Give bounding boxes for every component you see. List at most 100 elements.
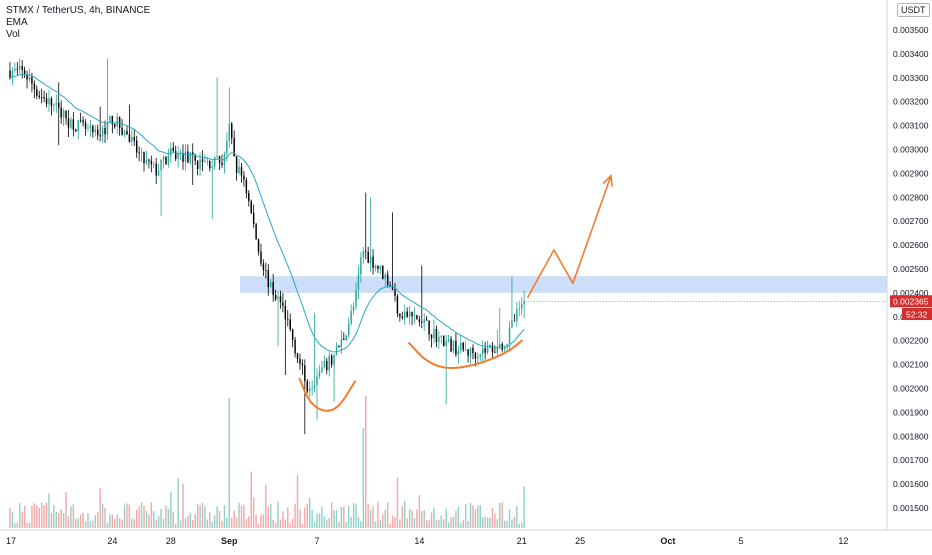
volume-bar: [206, 519, 209, 528]
volume-bar: [389, 523, 391, 528]
volume-bar: [335, 510, 338, 528]
candle-body: [384, 274, 386, 280]
volume-bar: [248, 516, 250, 528]
vol-legend[interactable]: Vol: [6, 29, 20, 40]
candle-body: [187, 151, 189, 163]
volume-bar: [306, 503, 309, 528]
candle-body: [235, 156, 238, 173]
candle-body: [189, 152, 192, 163]
candle-body: [379, 265, 382, 269]
candle-body: [406, 311, 408, 317]
volume-bar: [177, 478, 179, 528]
candle-body: [167, 155, 170, 165]
volume-bar: [516, 506, 518, 528]
candle-body: [457, 350, 460, 355]
volume-bar: [33, 503, 36, 528]
candle-body: [148, 159, 150, 161]
volume-bar: [209, 512, 211, 528]
candle-body: [287, 319, 289, 321]
volume-bar: [477, 505, 479, 528]
candle-body: [296, 353, 299, 359]
ema-legend[interactable]: EMA: [6, 17, 28, 28]
volume-bar: [340, 506, 343, 528]
candle-body: [396, 296, 399, 314]
candle-body: [357, 274, 360, 291]
volume-bar: [140, 502, 143, 528]
chart-legend: STMX / TetherUS, 4h, BINANCE EMA Vol: [6, 5, 150, 41]
candle-body: [455, 340, 457, 355]
candle-body: [243, 175, 245, 180]
candle-body: [199, 159, 201, 170]
currency-badge[interactable]: USDT: [897, 3, 930, 17]
candle-body: [474, 352, 477, 359]
volume-bar: [282, 511, 284, 528]
volume-bar: [243, 504, 245, 528]
candle-body: [262, 263, 265, 271]
volume-bar: [84, 521, 87, 528]
symbol-line[interactable]: STMX / TetherUS, 4h, BINANCE: [6, 5, 151, 16]
price-tick-label: 0.001800: [893, 431, 929, 441]
volume-bar: [101, 503, 104, 528]
candle-body: [496, 347, 499, 353]
candle-body: [389, 285, 391, 287]
candle-body: [350, 310, 352, 324]
volume-bar: [343, 506, 345, 528]
volume-bar: [274, 522, 277, 528]
candle-body: [21, 66, 23, 70]
volume-bar: [118, 517, 121, 528]
volume-bar: [221, 520, 223, 528]
volume-bar: [316, 513, 318, 528]
volume-bar: [442, 519, 445, 528]
volume-bar: [75, 518, 77, 528]
time-axis: 17 24 28 Sep 7 14 21 25 Oct 5 12: [6, 536, 848, 546]
candle-body: [294, 339, 296, 354]
candle-body: [145, 159, 148, 164]
candle-body: [143, 152, 145, 164]
volume-bar: [82, 512, 84, 528]
candle-body: [260, 251, 262, 264]
volume-bar: [418, 495, 421, 528]
candle-body: [484, 348, 486, 353]
volume-bar: [218, 511, 221, 528]
candle-body: [311, 388, 313, 389]
candle-body: [9, 70, 11, 78]
volume-bar: [36, 505, 38, 528]
volume-bar: [189, 512, 192, 528]
candle-body: [165, 156, 167, 165]
candle-body: [520, 304, 523, 309]
volume-bar: [50, 512, 53, 528]
price-tick-label: 0.002400: [893, 288, 929, 298]
volume-bar: [58, 513, 60, 528]
volume-bar: [450, 517, 452, 528]
volume-bar: [347, 505, 350, 528]
candle-body: [204, 161, 206, 163]
candle-body: [279, 296, 282, 303]
candle-body: [513, 320, 516, 322]
candle-body: [150, 160, 153, 164]
candle-body: [245, 179, 248, 194]
volume-bar: [479, 505, 482, 528]
volume-bar: [323, 516, 326, 528]
volume-bar: [382, 514, 384, 528]
volume-bar: [357, 516, 360, 528]
candle-body: [306, 381, 309, 392]
resistance-zone: [240, 276, 887, 293]
volume-bar: [365, 396, 367, 528]
candle-body: [104, 127, 106, 135]
candle-body: [211, 166, 213, 169]
candle-body: [255, 224, 257, 240]
price-axis: 0.003500 0.003400 0.003300 0.003200 0.003100…: [893, 25, 929, 513]
candle-body: [355, 290, 357, 307]
candle-body: [231, 123, 233, 138]
volume-bar: [148, 514, 150, 528]
candle-body: [440, 335, 443, 337]
volume-bar: [99, 487, 101, 528]
volume-bar: [469, 502, 472, 528]
candle-body: [96, 129, 99, 136]
candle-body: [257, 239, 260, 252]
candle-body: [77, 119, 79, 132]
candle-body: [369, 256, 372, 263]
volume-bar: [106, 522, 109, 528]
